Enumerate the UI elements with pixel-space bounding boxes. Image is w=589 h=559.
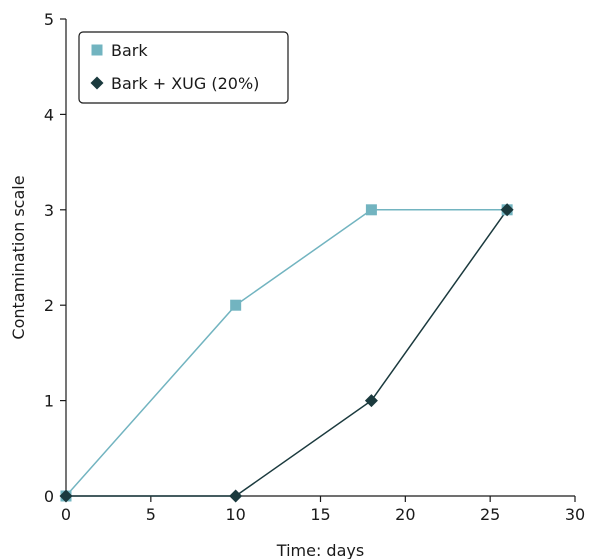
- x-tick-label: 15: [310, 505, 330, 524]
- legend-label: Bark: [111, 41, 148, 60]
- data-point: [500, 203, 514, 217]
- data-point: [364, 394, 378, 408]
- axes: 0 5 10 15 20 25 30 0 1 2 3 4 5: [44, 10, 585, 524]
- legend-box: [78, 31, 289, 104]
- series-1: [66, 209, 508, 497]
- legend-marker: [90, 76, 104, 90]
- series-layer: [59, 203, 514, 503]
- x-tick-label: 30: [565, 505, 585, 524]
- y-tick-label: 2: [44, 296, 54, 315]
- data-point: [230, 299, 242, 311]
- y-ticks: 0 1 2 3 4 5: [44, 10, 66, 506]
- x-tick-label: 25: [480, 505, 500, 524]
- y-tick-label: 3: [44, 201, 54, 220]
- x-axis-title: Time: days: [276, 541, 364, 559]
- series-line: [66, 209, 508, 497]
- legend-items: Bark Bark + XUG (20%): [90, 41, 259, 93]
- series-line: [65, 209, 508, 497]
- x-ticks: 0 5 10 15 20 25 30: [61, 496, 585, 524]
- y-tick-label: 5: [44, 10, 54, 29]
- legend-label: Bark + XUG (20%): [111, 74, 259, 93]
- data-point: [365, 204, 377, 216]
- y-tick-label: 0: [44, 487, 54, 506]
- series-1-markers: [59, 203, 514, 503]
- legend: Bark Bark + XUG (20%): [78, 31, 289, 104]
- legend-marker: [91, 44, 103, 56]
- data-point: [59, 489, 73, 503]
- series-0-markers: [60, 204, 513, 502]
- y-tick-label: 1: [44, 392, 54, 411]
- data-point: [229, 489, 243, 503]
- x-tick-label: 5: [146, 505, 156, 524]
- x-tick-label: 0: [61, 505, 71, 524]
- x-tick-label: 10: [225, 505, 245, 524]
- x-tick-label: 20: [395, 505, 415, 524]
- y-tick-label: 4: [44, 105, 54, 124]
- y-axis-title: Contamination scale: [9, 175, 28, 339]
- series-0: [65, 209, 508, 497]
